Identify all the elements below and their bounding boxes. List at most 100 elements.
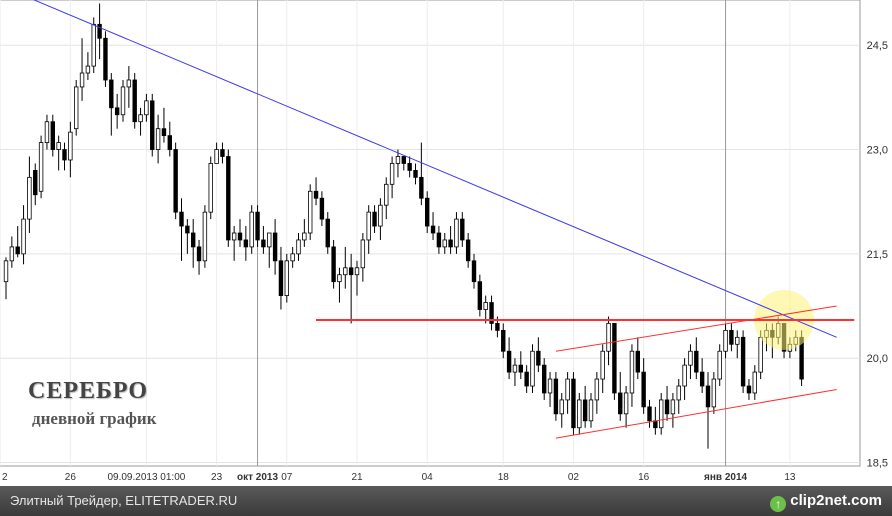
- y-tick-label: 21,5: [867, 249, 888, 261]
- candle-body: [343, 267, 348, 276]
- candle-body: [185, 225, 190, 234]
- candle-body: [161, 128, 167, 137]
- candle-body: [723, 329, 728, 352]
- candle-body: [120, 86, 126, 116]
- candle-body: [670, 399, 676, 415]
- candle-body: [659, 399, 664, 429]
- footer-logo[interactable]: ↑ clip2net.com: [770, 486, 882, 516]
- candle-body: [179, 211, 184, 227]
- plot-area: [0, 0, 861, 467]
- candle-body: [758, 336, 763, 373]
- candle-body: [114, 107, 120, 116]
- candle-body: [378, 204, 383, 227]
- candle-body: [109, 79, 114, 109]
- x-tick-label: 07: [281, 472, 293, 483]
- candle-body: [138, 114, 143, 123]
- candle-body: [577, 399, 582, 429]
- footer-bar: Элитный Трейдер, ELITETRADER.RU ↑ clip2ne…: [0, 486, 892, 516]
- channel-upper: [555, 305, 837, 352]
- candle-body: [401, 156, 406, 164]
- candle-body: [460, 218, 465, 241]
- candle-body: [436, 232, 442, 248]
- x-tick-label: 2: [2, 472, 8, 483]
- trendline-resistance: [32, 0, 837, 338]
- candle-body: [442, 239, 447, 248]
- candle-body: [501, 329, 506, 352]
- upload-icon: ↑: [770, 496, 787, 512]
- candle-body: [97, 23, 102, 39]
- candle-body: [9, 246, 15, 262]
- candle-body: [594, 378, 600, 401]
- candle-body: [424, 197, 430, 227]
- candle-body: [454, 218, 459, 248]
- candle-body: [284, 260, 289, 296]
- candle-body: [664, 399, 670, 415]
- candle-body: [559, 399, 564, 415]
- candle-body: [237, 232, 243, 241]
- candle-body: [91, 23, 96, 67]
- x-tick-label: 23: [211, 472, 223, 483]
- candle-body: [325, 218, 330, 248]
- candle-body: [190, 232, 196, 248]
- candle-body: [261, 239, 266, 248]
- candle-body: [430, 225, 436, 234]
- candle-body: [384, 183, 389, 206]
- candle-body: [144, 100, 149, 116]
- candle-body: [542, 364, 547, 394]
- candle-body: [74, 86, 79, 130]
- candle-body: [208, 163, 213, 213]
- y-tick-label: 24,5: [867, 40, 888, 52]
- candle-body: [50, 121, 55, 150]
- x-tick-label: 04: [422, 472, 434, 483]
- candle-body: [44, 121, 50, 143]
- candle-body: [307, 190, 313, 234]
- candle-body: [296, 239, 301, 255]
- candle-body: [313, 190, 319, 199]
- candle-body: [653, 420, 658, 429]
- candle-body: [202, 211, 208, 262]
- candle-body: [267, 232, 272, 248]
- candle-body: [173, 149, 178, 213]
- candle-body: [38, 142, 44, 192]
- candle-body: [214, 149, 219, 164]
- candle-body: [354, 267, 360, 276]
- candle-body: [319, 197, 325, 220]
- y-tick-label: 20,0: [867, 353, 888, 365]
- candle-body: [699, 371, 705, 387]
- candle-body: [15, 246, 20, 255]
- candle-body: [612, 323, 617, 394]
- candle-body: [255, 211, 260, 241]
- candle-body: [290, 253, 295, 262]
- candle-body: [524, 371, 529, 387]
- candle-body: [366, 211, 371, 241]
- x-tick-label: 21: [351, 472, 363, 483]
- candle-body: [565, 378, 570, 401]
- candle-body: [27, 176, 32, 220]
- candle-body: [618, 392, 623, 415]
- candle-body: [419, 176, 424, 199]
- candle-body: [395, 156, 401, 164]
- candle-body: [68, 131, 73, 161]
- candle-body: [220, 149, 225, 157]
- candle-body: [629, 350, 635, 394]
- candle-body: [489, 302, 494, 324]
- candle-body: [729, 329, 734, 345]
- candle-body: [360, 239, 366, 269]
- chart-title: СЕРЕБРО: [28, 378, 149, 404]
- candle-body: [278, 260, 284, 296]
- candle-body: [623, 392, 629, 415]
- candle-body: [752, 371, 757, 394]
- candle-body: [372, 211, 377, 227]
- footer-text: Элитный Трейдер, ELITETRADER.RU: [10, 493, 238, 508]
- candle-body: [132, 79, 137, 123]
- candle-body: [582, 399, 588, 422]
- candle-body: [56, 142, 61, 150]
- candle-body: [571, 378, 576, 429]
- candle-body: [606, 323, 611, 352]
- x-tick-label: 26: [65, 472, 77, 483]
- candle-body: [85, 65, 91, 74]
- x-tick-label: 02: [568, 472, 580, 483]
- candle-body: [3, 260, 9, 283]
- candle-body: [167, 135, 172, 150]
